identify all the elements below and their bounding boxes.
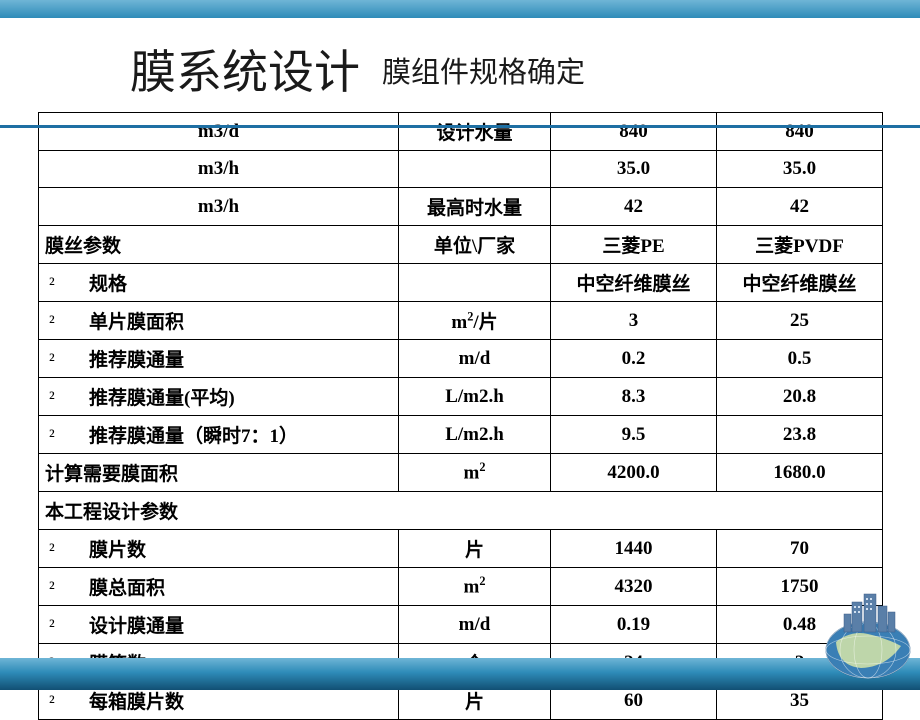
vendor-a-cell: 中空纤维膜丝: [551, 264, 717, 302]
vendor-b-cell: 20.8: [717, 378, 883, 416]
bullet-marker: ²: [47, 692, 89, 714]
vendor-a-cell: 1440: [551, 530, 717, 568]
table-row: 计算需要膜面积m24200.01680.0: [39, 454, 883, 492]
param-cell: m3/h: [39, 188, 399, 226]
bottom-gradient-band: [0, 658, 920, 690]
vendor-b-cell: 三菱PVDF: [717, 226, 883, 264]
vendor-a-cell: 0.19: [551, 606, 717, 644]
vendor-b-cell: 中空纤维膜丝: [717, 264, 883, 302]
vendor-b-cell: 23.8: [717, 416, 883, 454]
header-underline: [0, 125, 920, 128]
vendor-b-cell: 840: [717, 113, 883, 151]
bullet-marker: ²: [47, 350, 89, 372]
unit-cell: L/m2.h: [399, 416, 551, 454]
param-cell: ²推荐膜通量: [39, 340, 399, 378]
table-row: 本工程设计参数: [39, 492, 883, 530]
bullet-marker: ²: [47, 616, 89, 638]
unit-cell: m/d: [399, 340, 551, 378]
vendor-b-cell: 35.0: [717, 151, 883, 188]
param-cell: m3/h: [39, 151, 399, 188]
vendor-a-cell: 4200.0: [551, 454, 717, 492]
param-cell: ²规格: [39, 264, 399, 302]
bullet-marker: ²: [47, 388, 89, 410]
vendor-a-cell: 4320: [551, 568, 717, 606]
table-row: ²推荐膜通量(平均)L/m2.h8.320.8: [39, 378, 883, 416]
vendor-a-cell: 9.5: [551, 416, 717, 454]
param-cell: 膜丝参数: [39, 226, 399, 264]
table-row: m3/h最高时水量4242: [39, 188, 883, 226]
bullet-marker: ²: [47, 578, 89, 600]
unit-cell: [399, 264, 551, 302]
bullet-marker: ²: [47, 426, 89, 448]
vendor-a-cell: 42: [551, 188, 717, 226]
section-header-cell: 本工程设计参数: [39, 492, 883, 530]
slide-header: 膜系统设计 膜组件规格确定: [0, 0, 920, 112]
unit-cell: 片: [399, 530, 551, 568]
vendor-a-cell: 8.3: [551, 378, 717, 416]
vendor-a-cell: 三菱PE: [551, 226, 717, 264]
vendor-b-cell: 70: [717, 530, 883, 568]
param-cell: ²设计膜通量: [39, 606, 399, 644]
param-cell: ²膜片数: [39, 530, 399, 568]
unit-cell: [399, 151, 551, 188]
table-row: m3/d设计水量840840: [39, 113, 883, 151]
table-row: 膜丝参数单位\厂家三菱PE三菱PVDF: [39, 226, 883, 264]
vendor-b-cell: 0.5: [717, 340, 883, 378]
table-row: ²膜片数片144070: [39, 530, 883, 568]
bullet-marker: ²: [47, 312, 89, 334]
table-row: ²膜总面积m243201750: [39, 568, 883, 606]
unit-cell: m2: [399, 454, 551, 492]
table-row: ²推荐膜通量（瞬时7：1）L/m2.h9.523.8: [39, 416, 883, 454]
unit-cell: m2: [399, 568, 551, 606]
param-cell: ²推荐膜通量(平均): [39, 378, 399, 416]
param-cell: 计算需要膜面积: [39, 454, 399, 492]
page-title: 膜系统设计: [130, 36, 360, 102]
vendor-a-cell: 0.2: [551, 340, 717, 378]
vendor-a-cell: 3: [551, 302, 717, 340]
spec-table-container: m3/d设计水量840840m3/h35.035.0m3/h最高时水量4242膜…: [0, 112, 920, 720]
vendor-a-cell: 35.0: [551, 151, 717, 188]
param-cell: ²推荐膜通量（瞬时7：1）: [39, 416, 399, 454]
bullet-marker: ²: [47, 274, 89, 296]
table-row: ²规格 中空纤维膜丝中空纤维膜丝: [39, 264, 883, 302]
vendor-b-cell: 42: [717, 188, 883, 226]
page-subtitle: 膜组件规格确定: [382, 49, 585, 91]
param-cell: ²膜总面积: [39, 568, 399, 606]
globe-decor-icon: [806, 572, 916, 682]
unit-cell: 最高时水量: [399, 188, 551, 226]
unit-cell: 单位\厂家: [399, 226, 551, 264]
table-row: ²推荐膜通量m/d0.20.5: [39, 340, 883, 378]
membrane-spec-table: m3/d设计水量840840m3/h35.035.0m3/h最高时水量4242膜…: [38, 112, 883, 720]
unit-cell: m2/片: [399, 302, 551, 340]
vendor-b-cell: 1680.0: [717, 454, 883, 492]
bullet-marker: ²: [47, 540, 89, 562]
unit-cell: L/m2.h: [399, 378, 551, 416]
vendor-a-cell: 840: [551, 113, 717, 151]
unit-cell: m/d: [399, 606, 551, 644]
param-cell: m3/d: [39, 113, 399, 151]
table-row: ²单片膜面积m2/片325: [39, 302, 883, 340]
unit-cell: 设计水量: [399, 113, 551, 151]
table-row: ²设计膜通量m/d0.190.48: [39, 606, 883, 644]
table-row: m3/h 35.035.0: [39, 151, 883, 188]
param-cell: ²单片膜面积: [39, 302, 399, 340]
vendor-b-cell: 25: [717, 302, 883, 340]
